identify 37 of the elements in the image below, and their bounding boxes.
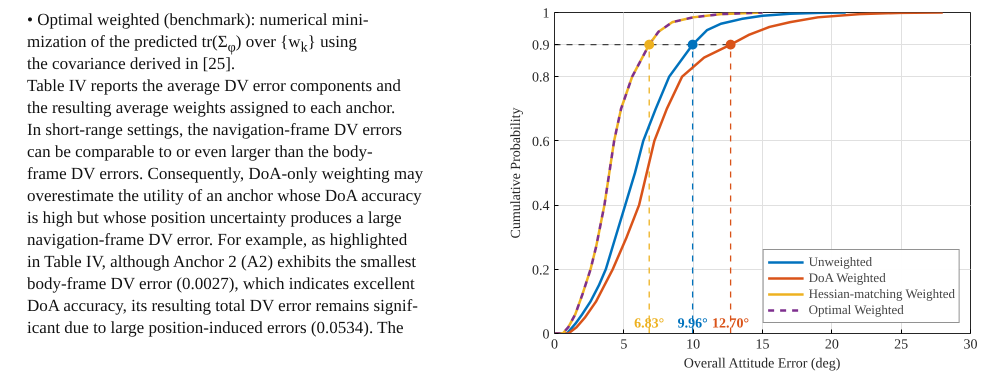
ref-line-label: 6.83° bbox=[634, 316, 664, 332]
text: DoA accuracy, its resulting total DV error remains signif- bbox=[27, 295, 419, 317]
text: • Optimal weighted (benchmark): numerical mini- bbox=[27, 9, 370, 31]
text: Table IV reports the average DV error components and bbox=[27, 75, 402, 97]
x-tick-label: 30 bbox=[964, 338, 978, 352]
text: the covariance derived in [25]. bbox=[27, 54, 236, 73]
text: icant due to large position-induced errors (0.0534). The bbox=[27, 317, 405, 339]
text: body-frame DV error (0.0027), which indicates excellent bbox=[27, 273, 416, 295]
x-tick-label: 20 bbox=[824, 338, 839, 352]
legend-label: Optimal Weighted bbox=[808, 302, 904, 318]
y-tick-label: 0.4 bbox=[532, 199, 550, 214]
text: navigation-frame DV error. For example, as highlighted bbox=[27, 229, 408, 251]
legend-label: Hessian-matching Weighted bbox=[808, 286, 955, 302]
text: overestimate the utility of an anchor whose DoA accuracy bbox=[27, 185, 423, 207]
text: the resulting average weights assigned to each anchor. bbox=[27, 97, 396, 119]
x-tick-label: 5 bbox=[620, 338, 628, 352]
x-tick-label: 15 bbox=[756, 338, 770, 352]
text: is high but whose position uncertainty produces a large bbox=[27, 207, 403, 229]
x-axis-title: Overall Attitude Error (deg) bbox=[684, 356, 841, 372]
y-axis-title: Cumulative Probability bbox=[509, 107, 524, 239]
y-tick-label: 0.8 bbox=[532, 70, 550, 86]
legend-label: Unweighted bbox=[808, 254, 872, 270]
text: In short-range settings, the navigation-frame DV errors bbox=[27, 119, 403, 141]
text: can be comparable to or even larger than the body- bbox=[27, 141, 374, 163]
y-tick-label: 0 bbox=[542, 328, 550, 342]
text: mization of the predicted tr(Σ$_{φ}$) over {w$_{k}$} using bbox=[27, 31, 358, 56]
ref-line-label: 12.70° bbox=[712, 316, 750, 332]
y-tick-label: 0.9 bbox=[532, 38, 550, 54]
legend-label: DoA Weighted bbox=[808, 270, 886, 286]
text: in Table IV, although Anchor 2 (A2) exhibits the smallest bbox=[27, 251, 418, 273]
y-tick-label: 0.2 bbox=[532, 263, 550, 278]
y-tick-label: 0.6 bbox=[532, 134, 550, 150]
x-tick-label: 25 bbox=[894, 338, 908, 352]
y-tick-label: 1 bbox=[542, 6, 550, 22]
ref-line-label: 9.96° bbox=[678, 316, 708, 332]
x-tick-label: 10 bbox=[686, 338, 700, 352]
text: frame DV errors. Consequently, DoA-only weighting may bbox=[27, 163, 424, 185]
